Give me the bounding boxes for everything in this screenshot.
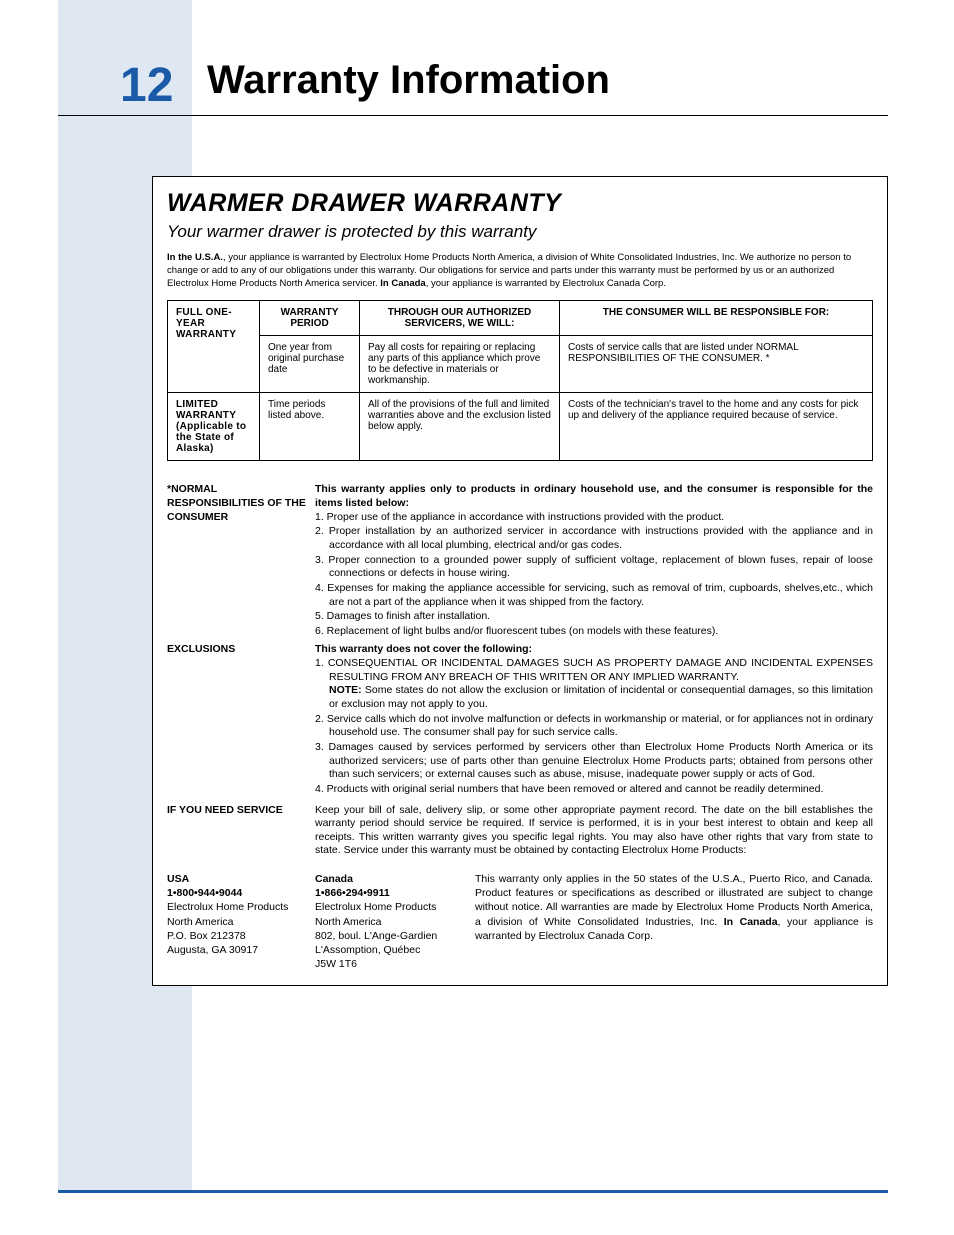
warranty-box: WARMER DRAWER WARRANTY Your warmer drawe… [152, 176, 888, 986]
exclusions-label: EXCLUSIONS [167, 643, 315, 797]
footer-rule [58, 1190, 888, 1193]
excl-note-body: Some states do not allow the exclusion o… [329, 684, 873, 710]
page: 12 Warranty Information WARMER DRAWER WA… [0, 0, 954, 1235]
warranty-table: FULL ONE-YEAR WARRANTY WARRANTY PERIOD T… [167, 300, 873, 461]
normal-label: *NORMAL RESPONSIBILITIES OF THE CONSUMER [167, 483, 315, 639]
list-item: 2. Service calls which do not involve ma… [315, 713, 873, 740]
list-item: 4. Expenses for making the appliance acc… [315, 582, 873, 609]
list-item: 1. Proper use of the appliance in accord… [315, 511, 873, 525]
excl-item1-main: 1. CONSEQUENTIAL OR INCIDENTAL DAMAGES S… [315, 657, 873, 683]
canada-l3: 802, boul. L'Ange-Gardien [315, 930, 437, 942]
usa-l4: Augusta, GA 30917 [167, 944, 258, 956]
service-section: IF YOU NEED SERVICE Keep your bill of sa… [167, 804, 873, 859]
sections: *NORMAL RESPONSIBILITIES OF THE CONSUMER… [167, 483, 873, 971]
col-consumer-head: THE CONSUMER WILL BE RESPONSIBLE FOR: [560, 301, 873, 336]
table-row: LIMITED WARRANTY (Applicable to the Stat… [168, 393, 873, 461]
row2-period: Time periods listed above. [260, 393, 360, 461]
service-body: Keep your bill of sale, delivery slip, o… [315, 804, 873, 859]
page-title: Warranty Information [207, 58, 610, 103]
excl-note-bold: NOTE: [329, 684, 362, 696]
row1-wewill: Pay all costs for repairing or replacing… [360, 336, 560, 393]
usa-l2: North America [167, 916, 234, 928]
footer-note: This warranty only applies in the 50 sta… [475, 872, 873, 971]
service-label: IF YOU NEED SERVICE [167, 804, 315, 859]
canada-l1: Electrolux Home Products [315, 901, 436, 913]
list-item: 1. CONSEQUENTIAL OR INCIDENTAL DAMAGES S… [315, 657, 873, 712]
canada-l4: L'Assomption, Québec [315, 944, 420, 956]
list-item: 3. Proper connection to a grounded power… [315, 554, 873, 581]
canada-phone: 1•866•294•9911 [315, 887, 390, 899]
normal-body: This warranty applies only to products i… [315, 483, 873, 639]
canada-title: Canada [315, 873, 353, 885]
normal-section: *NORMAL RESPONSIBILITIES OF THE CONSUMER… [167, 483, 873, 639]
page-number: 12 [120, 58, 173, 113]
intro-canada-tail: , your appliance is warranted by Electro… [426, 278, 666, 289]
table-row: One year from original purchase date Pay… [168, 336, 873, 393]
usa-contact: USA 1•800•944•9044 Electrolux Home Produ… [167, 872, 315, 971]
row2-wewill: All of the provisions of the full and li… [360, 393, 560, 461]
exclusions-section: EXCLUSIONS This warranty does not cover … [167, 643, 873, 797]
canada-l2: North America [315, 916, 382, 928]
exclusions-lead: This warranty does not cover the followi… [315, 643, 873, 657]
usa-phone: 1•800•944•9044 [167, 887, 242, 899]
exclusions-body: This warranty does not cover the followi… [315, 643, 873, 797]
intro-paragraph: In the U.S.A. , your appliance is warrant… [167, 252, 873, 290]
intro-canada-bold: In Canada [380, 278, 425, 289]
footer-note-bold: In Canada [724, 916, 778, 928]
canada-l5: J5W 1T6 [315, 958, 357, 970]
row1-period: One year from original purchase date [260, 336, 360, 393]
intro-usa-bold: In the U.S.A. [167, 252, 223, 263]
exclusions-list: 1. CONSEQUENTIAL OR INCIDENTAL DAMAGES S… [315, 657, 873, 796]
row2-consumer: Costs of the technician's travel to the … [560, 393, 873, 461]
row2-label: LIMITED WARRANTY (Applicable to the Stat… [168, 393, 260, 461]
row1-consumer: Costs of service calls that are listed u… [560, 336, 873, 393]
warranty-subheading: Your warmer drawer is protected by this … [167, 222, 873, 242]
title-rule [58, 115, 888, 116]
contacts-row: USA 1•800•944•9044 Electrolux Home Produ… [167, 872, 873, 971]
canada-contact: Canada 1•866•294•9911 Electrolux Home Pr… [315, 872, 475, 971]
list-item: 3. Damages caused by services performed … [315, 741, 873, 782]
col-wewill-head: THROUGH OUR AUTHORIZED SERVICERS, WE WIL… [360, 301, 560, 336]
usa-title: USA [167, 873, 189, 885]
usa-l3: P.O. Box 212378 [167, 930, 246, 942]
normal-list: 1. Proper use of the appliance in accord… [315, 511, 873, 639]
list-item: 5. Damages to finish after installation. [315, 610, 873, 624]
row1-label: FULL ONE-YEAR WARRANTY [168, 301, 260, 393]
warranty-heading: WARMER DRAWER WARRANTY [167, 189, 873, 218]
list-item: 6. Replacement of light bulbs and/or flu… [315, 625, 873, 639]
normal-lead: This warranty applies only to products i… [315, 483, 873, 510]
usa-l1: Electrolux Home Products [167, 901, 288, 913]
list-item: 2. Proper installation by an authorized … [315, 525, 873, 552]
table-header-row: FULL ONE-YEAR WARRANTY WARRANTY PERIOD T… [168, 301, 873, 336]
col-period-head: WARRANTY PERIOD [260, 301, 360, 336]
list-item: 4. Products with original serial numbers… [315, 783, 873, 797]
